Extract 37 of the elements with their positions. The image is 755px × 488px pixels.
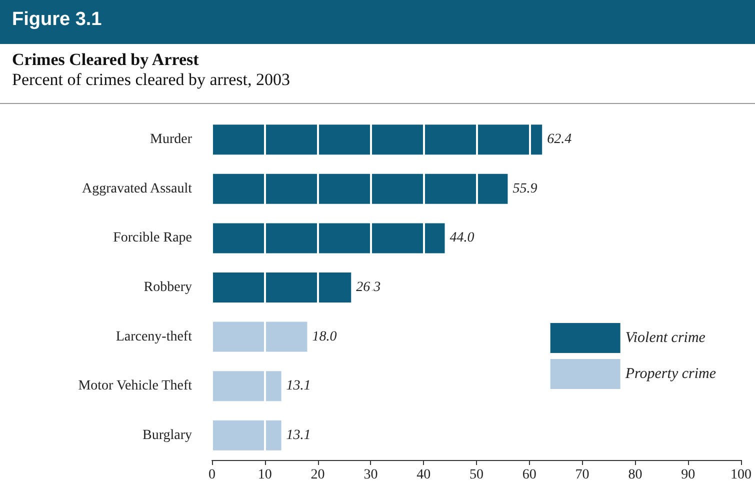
- x-tick-label: 20: [310, 468, 325, 482]
- y-tick-label: Motor Vehicle Theft: [78, 378, 192, 394]
- x-tick-label: 80: [628, 468, 642, 482]
- bar: [212, 272, 352, 302]
- data-label: 26.3: [356, 280, 381, 295]
- x-tick-label: 40: [416, 468, 431, 482]
- data-label: 62.4: [547, 132, 572, 148]
- y-tick-label: Robbery: [144, 280, 192, 295]
- x-tick-label: 100: [730, 468, 752, 482]
- y-tick-label: Forcible Rape: [113, 230, 192, 246]
- data-label: 13.1: [286, 378, 311, 394]
- bar: [212, 124, 542, 155]
- x-tick-label: 10: [258, 468, 272, 482]
- x-tick-label: 60: [522, 468, 536, 482]
- x-tick-label: 0: [208, 468, 216, 482]
- y-tick-label: Aggravated Assault: [82, 181, 192, 196]
- y-tick-label: Burglary: [142, 428, 192, 443]
- bar: [212, 371, 282, 402]
- chart-subtitle: Percent of crimes cleared by arrest, 2003: [12, 70, 290, 90]
- data-label: 18.0: [312, 329, 337, 344]
- data-label: 13.1: [286, 428, 311, 443]
- caption: Figure 3.1: [12, 9, 102, 31]
- bar: [212, 223, 445, 254]
- y-tick-label: Murder: [150, 132, 192, 148]
- bar: [212, 420, 282, 450]
- chart-title: Crimes Cleared by Arrest: [12, 50, 199, 70]
- legend-label: Property crime: [624, 366, 716, 382]
- data-label: 55.9: [512, 181, 538, 196]
- data-label: 44.0: [450, 230, 474, 246]
- x-tick-label: 30: [364, 468, 378, 482]
- bar: [212, 322, 308, 352]
- x-tick-label: 50: [470, 468, 484, 482]
- y-tick-label: Larceny-theft: [116, 329, 192, 344]
- bar: [212, 174, 508, 204]
- x-tick-label: 70: [575, 468, 590, 482]
- legend-label: Violent crime: [625, 330, 706, 346]
- x-tick-label: 90: [681, 468, 696, 482]
